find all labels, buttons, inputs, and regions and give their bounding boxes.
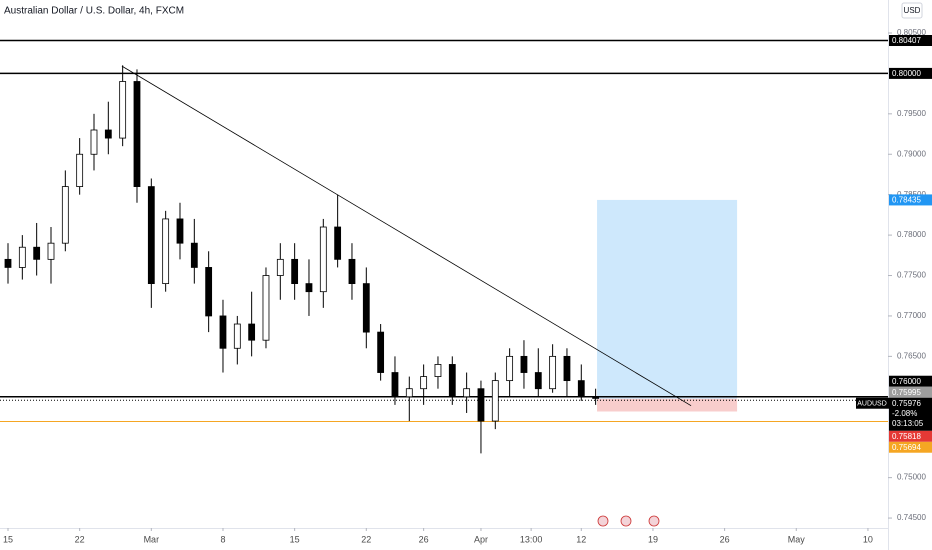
candle-body: [506, 355, 514, 382]
x-tick-label: 26: [720, 534, 730, 544]
candle-body: [104, 129, 112, 139]
price-badge-label: 0.80407: [892, 36, 921, 45]
candle-body: [334, 226, 342, 260]
price-badge-label: 0.80000: [892, 69, 921, 78]
last-price-badge: [889, 397, 932, 431]
countdown-label: 03:13:05: [892, 419, 924, 428]
candle-body: [463, 388, 471, 398]
price-badge-label: 0.76000: [892, 377, 921, 386]
candle-body: [592, 396, 600, 399]
price-badge: [889, 386, 932, 398]
price-badge: [889, 35, 932, 47]
symbol-badge: [856, 397, 889, 409]
candle-body: [262, 275, 270, 341]
candle-body: [119, 81, 127, 139]
candle-body: [76, 153, 84, 187]
currency-button[interactable]: [901, 2, 923, 19]
price-badge: [889, 67, 932, 79]
y-tick-label: 0.74500: [897, 513, 926, 522]
candle-body: [18, 246, 26, 268]
change-label: -2.08%: [892, 409, 917, 418]
candle-body: [147, 186, 155, 285]
candle-body: [305, 283, 313, 293]
y-tick-label: 0.79500: [897, 109, 926, 118]
price-badge: [889, 441, 932, 453]
candle-body: [291, 258, 299, 285]
event-icon[interactable]: [648, 515, 660, 527]
y-tick-label: 0.76500: [897, 351, 926, 360]
candle-body: [491, 380, 499, 422]
candle-body: [391, 372, 399, 398]
price-badge: [889, 194, 932, 206]
x-tick-label: 15: [3, 534, 13, 544]
candle-body: [577, 380, 585, 398]
candle-body: [219, 315, 227, 349]
candle-body: [4, 258, 12, 268]
candle-body: [377, 331, 385, 373]
plot-area: [0, 39, 888, 454]
candle-body: [534, 372, 542, 390]
y-tick-label: 0.77000: [897, 311, 926, 320]
candle-body: [319, 226, 327, 293]
symbol-label: AUDUSD: [857, 401, 887, 408]
y-tick-label: 0.80500: [897, 28, 926, 37]
x-tick-label: Apr: [474, 534, 488, 544]
y-tick-label: 0.78000: [897, 230, 926, 239]
price-badge-label: 0.78435: [892, 196, 921, 205]
x-tick-label: 26: [419, 534, 429, 544]
x-tick-label: 22: [75, 534, 85, 544]
chart-title: Australian Dollar / U.S. Dollar, 4h, FXC…: [4, 6, 184, 17]
x-tick-label: 12: [576, 534, 586, 544]
candle-body: [549, 355, 557, 390]
y-tick-label: 0.78500: [897, 190, 926, 199]
candle-body: [90, 129, 98, 155]
x-tick-label: 8: [220, 534, 225, 544]
x-tick-label: 13:00: [520, 534, 543, 544]
position-stop-zone: [597, 398, 738, 412]
candle-body: [248, 323, 256, 341]
event-icon[interactable]: [597, 515, 609, 527]
x-tick-label: Mar: [144, 534, 160, 544]
y-tick-label: 0.79000: [897, 149, 926, 158]
price-badge-label: 0.75995: [892, 388, 921, 397]
candle-body: [420, 376, 428, 390]
candle-body: [205, 267, 213, 317]
price-badge-label: 0.75818: [892, 432, 921, 441]
event-icons: [597, 515, 660, 527]
x-tick-label: May: [788, 534, 806, 544]
candle-body: [61, 186, 69, 244]
x-tick-label: 10: [863, 534, 873, 544]
candle-body: [33, 246, 41, 260]
candle-body: [190, 242, 198, 268]
candle-body: [434, 364, 442, 377]
candle-body: [133, 81, 141, 187]
event-icon[interactable]: [620, 515, 632, 527]
position-target-zone: [597, 199, 738, 399]
price-badge-label: 0.75694: [892, 443, 921, 452]
price-badge: [889, 430, 932, 442]
candle-body: [47, 242, 55, 260]
candle-body: [405, 388, 413, 398]
candle-body: [362, 283, 370, 333]
candle-body: [176, 218, 184, 244]
candle-body: [563, 355, 571, 382]
x-tick-label: 19: [648, 534, 658, 544]
candle-body: [233, 323, 241, 349]
y-tick-label: 0.75000: [897, 473, 926, 482]
candle-body: [520, 355, 528, 373]
price-badge: [889, 375, 932, 387]
candle-body: [348, 258, 356, 285]
x-tick-label: 15: [290, 534, 300, 544]
y-tick-label: 0.77500: [897, 271, 926, 280]
candle-body: [448, 364, 456, 398]
x-tick-label: 22: [361, 534, 371, 544]
candle-body: [477, 388, 485, 422]
candle-body: [276, 258, 284, 276]
last-price-label: 0.75976: [892, 399, 921, 408]
candle-body: [162, 218, 170, 285]
trendline: [121, 65, 692, 407]
currency-label[interactable]: USD: [904, 6, 921, 15]
